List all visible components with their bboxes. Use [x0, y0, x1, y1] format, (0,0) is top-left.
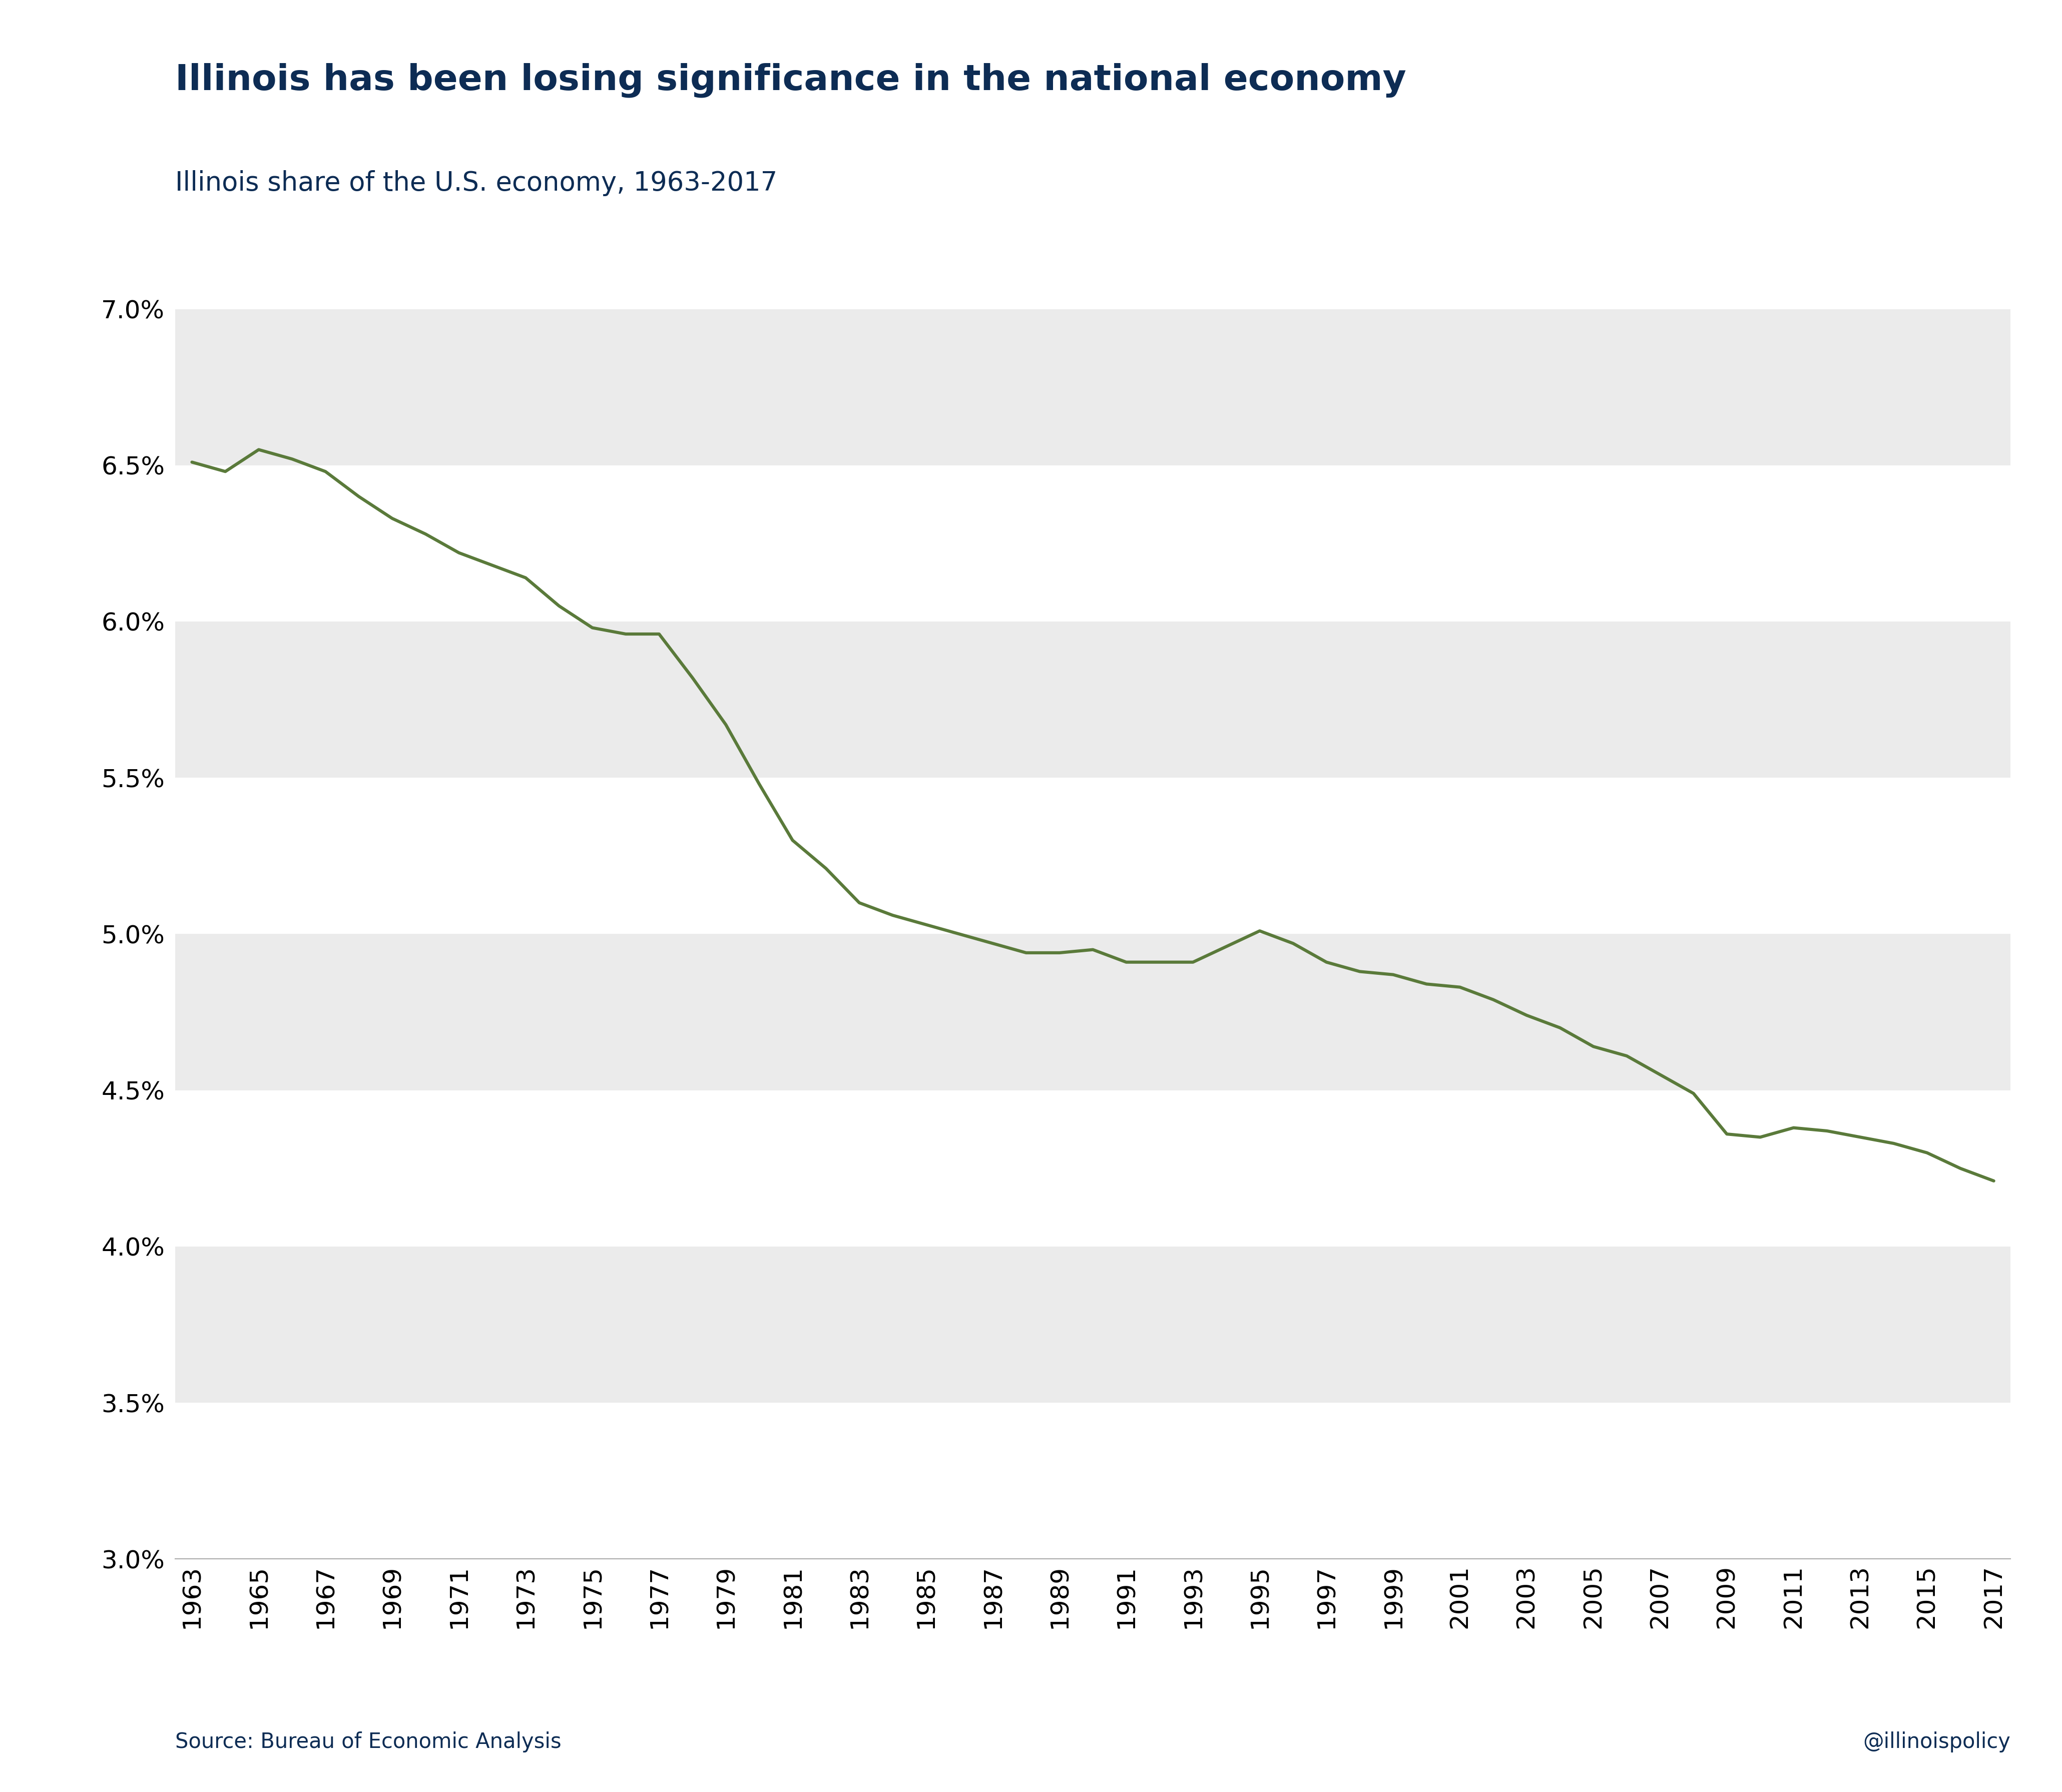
Text: Source: Bureau of Economic Analysis: Source: Bureau of Economic Analysis [175, 1731, 561, 1753]
Bar [175, 778, 2010, 934]
Bar [175, 1090, 2010, 1247]
Bar [175, 466, 2010, 622]
Bar [175, 1247, 2010, 1403]
Bar [175, 934, 2010, 1090]
Text: Illinois has been losing significance in the national economy: Illinois has been losing significance in… [175, 63, 1406, 97]
Bar [175, 622, 2010, 778]
Text: Illinois share of the U.S. economy, 1963-2017: Illinois share of the U.S. economy, 1963… [175, 170, 777, 197]
Bar [175, 1403, 2010, 1559]
Bar [175, 308, 2010, 466]
Text: @illinoispolicy: @illinoispolicy [1862, 1731, 2010, 1753]
